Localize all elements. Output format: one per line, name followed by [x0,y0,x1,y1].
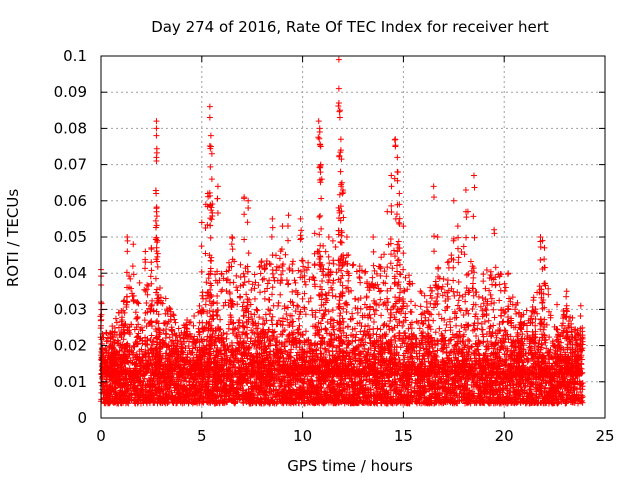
data-point [195,325,202,332]
data-point [247,374,254,381]
data-point [502,327,509,334]
data-point [361,345,368,352]
data-point [269,394,276,401]
data-point [408,325,415,332]
data-point [444,376,451,383]
data-point [417,344,424,351]
data-point [171,387,178,394]
data-point [148,332,155,339]
data-point [395,335,402,342]
data-point [559,388,566,395]
data-point [412,377,419,384]
data-point [244,380,251,387]
data-point [371,389,378,396]
data-point [432,329,439,336]
scatter-points [97,56,586,407]
data-point [133,374,140,381]
data-point [428,334,435,341]
data-point [377,326,384,333]
data-point [434,347,441,354]
data-point [119,389,126,396]
data-point [141,375,148,382]
data-point [385,377,392,384]
data-point [274,339,281,346]
data-point [513,386,520,393]
data-point [401,356,408,363]
data-point [243,330,250,337]
data-point [211,379,218,386]
data-point [361,327,368,334]
data-point [224,398,231,405]
data-point [537,381,544,388]
data-point [415,376,422,383]
chart-title: Day 274 of 2016, Rate Of TEC Index for r… [151,18,549,36]
y-axis-label: ROTI / TECUs [4,189,22,287]
data-point [367,386,374,393]
data-point [216,326,223,333]
data-point [474,346,481,353]
data-point [279,331,286,338]
data-point [500,332,507,339]
data-point [546,334,553,341]
data-point [428,354,435,361]
data-point [262,384,269,391]
data-point [507,389,514,396]
data-point [175,325,182,332]
x-axis-label: GPS time / hours [287,457,413,475]
data-point [401,339,408,346]
data-point [493,334,500,341]
